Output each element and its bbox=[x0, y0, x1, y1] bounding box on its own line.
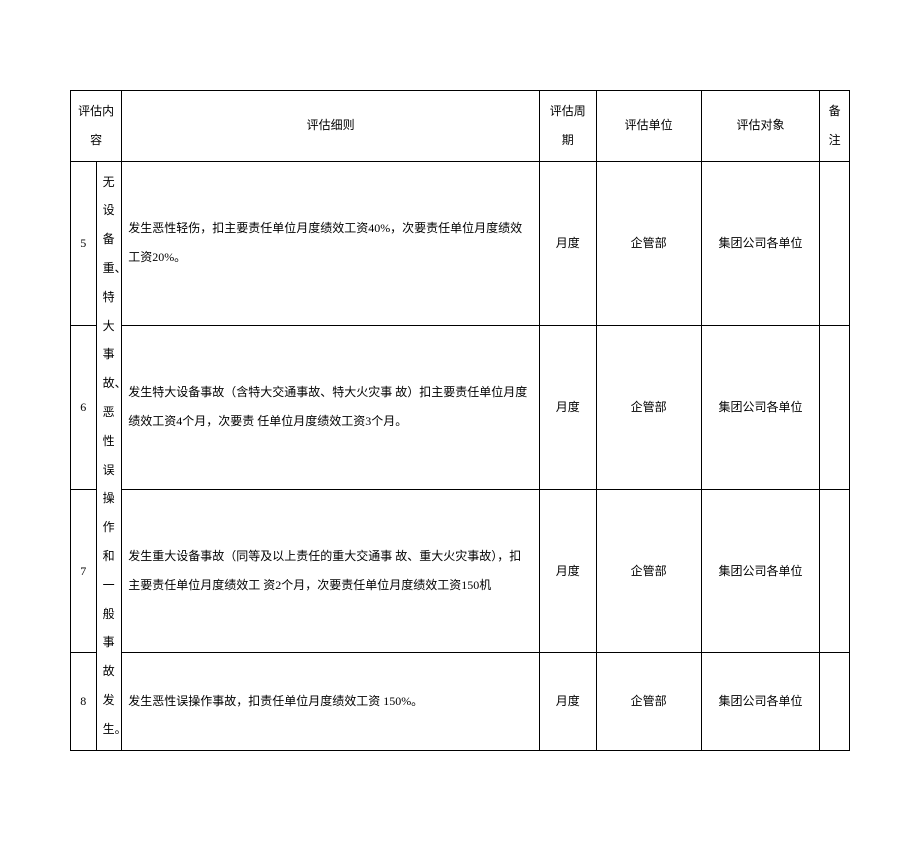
row-unit: 企管部 bbox=[596, 161, 701, 325]
table-row: 6 发生特大设备事故（含特大交通事故、特大火灾事 故）扣主要责任单位月度绩效工资… bbox=[71, 325, 850, 489]
header-detail: 评估细则 bbox=[122, 91, 540, 162]
row-note bbox=[820, 325, 850, 489]
row-target: 集团公司各单位 bbox=[701, 653, 820, 750]
header-note: 备注 bbox=[820, 91, 850, 162]
row-detail: 发生特大设备事故（含特大交通事故、特大火灾事 故）扣主要责任单位月度绩效工资4个… bbox=[122, 325, 540, 489]
row-period: 月度 bbox=[539, 489, 596, 653]
row-period: 月度 bbox=[539, 653, 596, 750]
row-unit: 企管部 bbox=[596, 653, 701, 750]
row-target: 集团公司各单位 bbox=[701, 489, 820, 653]
header-period: 评估周期 bbox=[539, 91, 596, 162]
row-unit: 企管部 bbox=[596, 489, 701, 653]
merged-content-cell: 无设备重、特大事故、 恶性误操作和一般事 故发生。 bbox=[96, 161, 122, 750]
header-content: 评估内容 bbox=[71, 91, 122, 162]
row-unit: 企管部 bbox=[596, 325, 701, 489]
row-detail: 发生重大设备事故（同等及以上责任的重大交通事 故、重大火灾事故），扣主要责任单位… bbox=[122, 489, 540, 653]
row-period: 月度 bbox=[539, 161, 596, 325]
row-note bbox=[820, 489, 850, 653]
header-unit: 评估单位 bbox=[596, 91, 701, 162]
table-row: 5 无设备重、特大事故、 恶性误操作和一般事 故发生。 发生恶性轻伤，扣主要责任… bbox=[71, 161, 850, 325]
row-note bbox=[820, 161, 850, 325]
table-row: 8 发生恶性误操作事故，扣责任单位月度绩效工资 150%。 月度 企管部 集团公… bbox=[71, 653, 850, 750]
row-period: 月度 bbox=[539, 325, 596, 489]
row-note bbox=[820, 653, 850, 750]
table-row: 7 发生重大设备事故（同等及以上责任的重大交通事 故、重大火灾事故），扣主要责任… bbox=[71, 489, 850, 653]
row-num: 8 bbox=[71, 653, 97, 750]
row-detail: 发生恶性误操作事故，扣责任单位月度绩效工资 150%。 bbox=[122, 653, 540, 750]
row-target: 集团公司各单位 bbox=[701, 325, 820, 489]
header-target: 评估对象 bbox=[701, 91, 820, 162]
row-target: 集团公司各单位 bbox=[701, 161, 820, 325]
row-num: 6 bbox=[71, 325, 97, 489]
evaluation-table: 评估内容 评估细则 评估周期 评估单位 评估对象 备注 5 无设备重、特大事故、… bbox=[70, 90, 850, 751]
row-num: 5 bbox=[71, 161, 97, 325]
row-num: 7 bbox=[71, 489, 97, 653]
table-header-row: 评估内容 评估细则 评估周期 评估单位 评估对象 备注 bbox=[71, 91, 850, 162]
row-detail: 发生恶性轻伤，扣主要责任单位月度绩效工资40%，次要责任单位月度绩效工资20%。 bbox=[122, 161, 540, 325]
